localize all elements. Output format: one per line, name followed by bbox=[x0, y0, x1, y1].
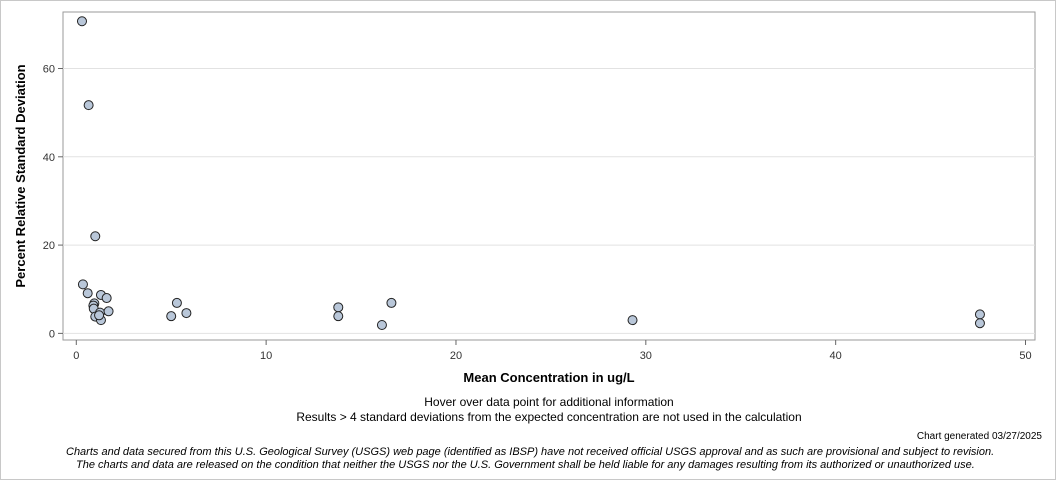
y-tick-label: 20 bbox=[43, 240, 55, 252]
x-axis-ticks: 0 10 20 30 40 50 bbox=[73, 340, 1032, 362]
data-point[interactable] bbox=[90, 231, 101, 242]
data-point[interactable] bbox=[974, 318, 985, 329]
x-tick-label: 40 bbox=[830, 350, 842, 362]
data-point[interactable] bbox=[181, 308, 192, 319]
plot-area bbox=[62, 11, 1036, 341]
generated-date: Chart generated 03/27/2025 bbox=[917, 431, 1043, 442]
x-tick-label: 30 bbox=[640, 350, 652, 362]
data-point[interactable] bbox=[77, 279, 88, 290]
data-point[interactable] bbox=[103, 306, 114, 317]
data-point[interactable] bbox=[171, 297, 182, 308]
data-points bbox=[76, 16, 985, 330]
gridlines bbox=[63, 68, 1035, 334]
data-point[interactable] bbox=[627, 315, 638, 326]
data-point[interactable] bbox=[82, 288, 93, 299]
data-point[interactable] bbox=[94, 310, 105, 321]
data-point[interactable] bbox=[333, 311, 344, 322]
hover-note: Hover over data point for additional inf… bbox=[424, 395, 673, 409]
disclaimer-line-2: The charts and data are released on the … bbox=[76, 459, 975, 471]
disclaimer-line-1: Charts and data secured from this U.S. G… bbox=[66, 446, 994, 458]
data-point[interactable] bbox=[376, 319, 387, 330]
data-point[interactable] bbox=[974, 309, 985, 320]
x-tick-label: 0 bbox=[73, 350, 79, 362]
y-tick-label: 40 bbox=[43, 152, 55, 164]
x-tick-label: 50 bbox=[1019, 350, 1031, 362]
y-axis-ticks: 0 20 40 60 bbox=[43, 64, 63, 340]
data-point[interactable] bbox=[386, 297, 397, 308]
results-note: Results > 4 standard deviations from the… bbox=[296, 410, 801, 424]
x-axis-title: Mean Concentration in ug/L bbox=[463, 370, 634, 385]
y-axis-title: Percent Relative Standard Deviation bbox=[13, 64, 28, 287]
data-point[interactable] bbox=[333, 302, 344, 313]
data-point[interactable] bbox=[76, 16, 87, 27]
x-tick-label: 10 bbox=[260, 350, 272, 362]
y-tick-label: 60 bbox=[43, 64, 55, 76]
x-tick-label: 20 bbox=[450, 350, 462, 362]
y-tick-label: 0 bbox=[49, 328, 55, 340]
data-point[interactable] bbox=[101, 293, 112, 304]
data-point[interactable] bbox=[83, 100, 94, 111]
data-point[interactable] bbox=[166, 311, 177, 322]
